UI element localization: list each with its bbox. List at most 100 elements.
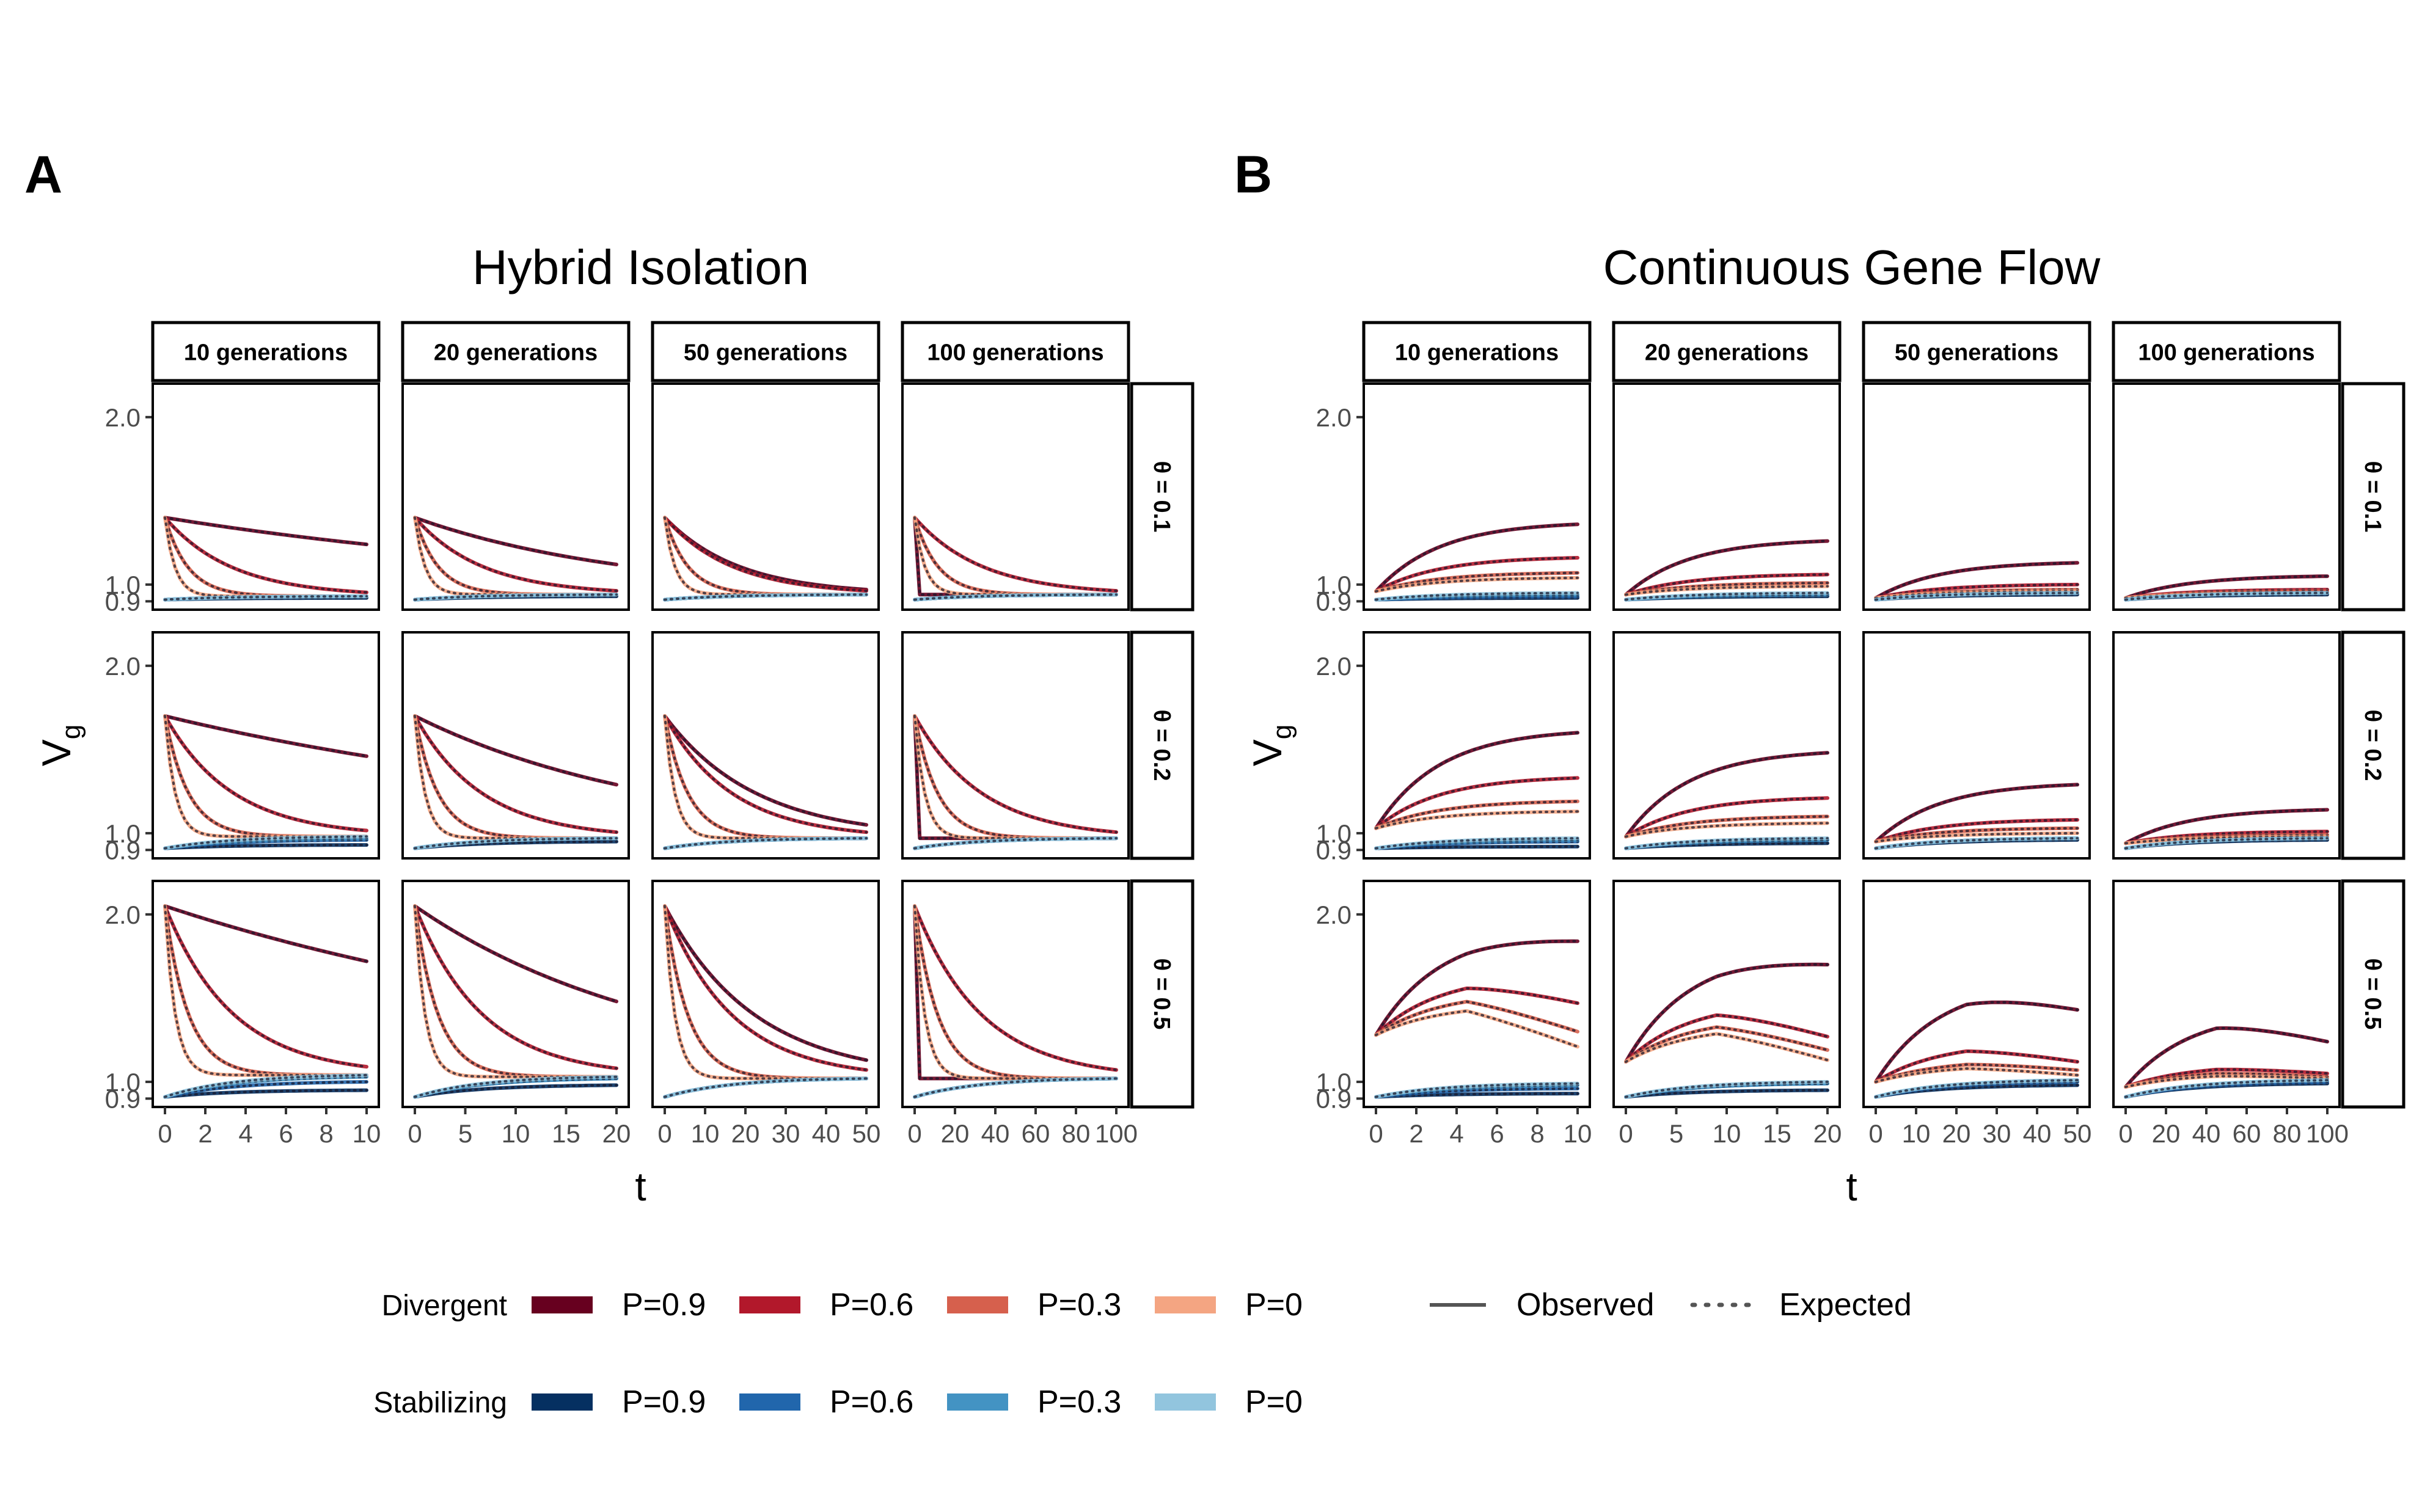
legend-swatch — [532, 1393, 593, 1411]
stabilizing-p0-line-observed — [2124, 591, 2329, 602]
stabilizing-p0-line-observed — [1624, 591, 1829, 602]
x-tick-label: 40 — [2192, 1119, 2221, 1148]
x-tick-label: 0 — [1619, 1119, 1633, 1148]
divergent-p03-line-observed — [1374, 571, 1579, 593]
legend-swatch — [1155, 1296, 1216, 1313]
stabilizing-p0-line-observed — [1374, 836, 1579, 850]
stabilizing-p0-line-observed — [1624, 1079, 1829, 1099]
divergent-p06-line-expected — [1875, 819, 2079, 843]
y-tick-label: 2.0 — [105, 403, 141, 432]
x-tick-label: 100 — [2306, 1119, 2349, 1148]
divergent-p0-line-expected — [664, 905, 868, 1080]
x-tick-label: 15 — [552, 1119, 580, 1148]
y-tick-label: 0.9 — [105, 836, 141, 864]
x-tick-label: 15 — [1763, 1119, 1791, 1148]
facet-strip-column — [1362, 321, 1592, 382]
legend-entry-label: P=0.6 — [830, 1384, 913, 1420]
divergent-p06-line-expected — [913, 715, 1118, 834]
y-tick-label: 1.0 — [105, 571, 141, 599]
divergent-p06-line-expected — [164, 905, 368, 1068]
stabilizing-p09-line-observed — [413, 1083, 618, 1099]
divergent-p06-line-observed — [413, 516, 618, 593]
divergent-p09-line-expected — [164, 715, 368, 758]
divergent-p09-line-expected — [1375, 940, 1579, 1037]
x-tick-label: 20 — [1813, 1119, 1842, 1148]
x-tick-label: 50 — [2063, 1119, 2092, 1148]
stabilizing-p0-line-observed — [663, 593, 868, 602]
facet-panel — [1612, 382, 1841, 611]
stabilizing-p0-line-observed — [1374, 591, 1579, 602]
stabilizing-p0-line-observed — [663, 836, 868, 850]
divergent-p06-line-expected — [1375, 557, 1579, 593]
facet-strip-column — [901, 321, 1130, 382]
divergent-p0-line-observed — [1624, 821, 1829, 839]
divergent-p06-line-expected — [1625, 797, 1829, 838]
legend-entry-label: P=0.9 — [622, 1287, 706, 1323]
divergent-p06-line-expected — [1625, 1013, 1829, 1063]
facet-panel — [901, 880, 1130, 1108]
divergent-p03-line-expected — [1375, 800, 1579, 830]
legend: Divergent P=0.9 P=0.6 P=0.3 P=0 Stabilizing P=… — [373, 1287, 1912, 1420]
divergent-p03-line-observed — [1624, 814, 1829, 839]
stabilizing-p0-line-observed — [1874, 591, 2079, 602]
x-tick-label: 2 — [198, 1119, 212, 1148]
divergent-p06-line-expected — [1375, 987, 1579, 1037]
x-tick-label: 10 — [1713, 1119, 1741, 1148]
divergent-p0-line-expected — [1625, 1032, 1829, 1063]
y-tick-label: 2.0 — [1316, 900, 1352, 929]
y-tick-label: 2.0 — [1316, 403, 1352, 432]
x-tick-label: 8 — [1530, 1119, 1544, 1148]
x-tick-label: 10 — [691, 1119, 720, 1148]
facet-panel — [1612, 631, 1841, 860]
divergent-p06-line-expected — [913, 905, 1118, 1072]
x-tick-label: 5 — [1669, 1119, 1683, 1148]
legend-group-title: Divergent — [382, 1290, 507, 1322]
facet-strip-row-label: θ = 0.2 — [2360, 710, 2385, 781]
facet-strip-column-label: 10 generations — [1395, 340, 1559, 366]
divergent-p03-line-expected — [164, 715, 368, 838]
divergent-p0-line-expected — [913, 905, 1118, 1080]
divergent-p0-line-expected — [1375, 1009, 1579, 1048]
divergent-p06-line-observed — [913, 516, 1118, 593]
panel-letter: B — [1234, 145, 1272, 204]
stabilizing-p0-line-observed — [913, 593, 1118, 602]
legend-swatch — [739, 1296, 800, 1313]
divergent-p06-line-observed — [663, 516, 868, 593]
y-tick-label: 0.9 — [1316, 836, 1352, 864]
facet-strip-row — [2341, 879, 2406, 1109]
x-tick-label: 4 — [1449, 1119, 1463, 1148]
facet-strip-column — [1862, 321, 2091, 382]
facet-strip-column — [401, 321, 631, 382]
y-tick-label: 1.0 — [105, 1068, 141, 1097]
stabilizing-p09-line-observed — [163, 1088, 368, 1099]
divergent-p09-line-expected — [1375, 523, 1579, 593]
divergent-p03-line-expected — [1375, 1000, 1579, 1037]
y-axis-title-subscript: g — [1267, 725, 1297, 739]
facet-panel — [651, 631, 880, 860]
x-tick-label: 40 — [812, 1119, 841, 1148]
divergent-p09-line-expected — [2124, 808, 2329, 845]
divergent-p06-line-observed — [163, 516, 368, 594]
x-tick-label: 6 — [1490, 1119, 1504, 1148]
facet-panel — [2112, 631, 2341, 860]
facet-strip-row — [1130, 879, 1195, 1109]
y-tick-label: 1.0 — [1316, 571, 1352, 599]
legend-entry-label: P=0.6 — [830, 1287, 913, 1323]
x-tick-label: 6 — [279, 1119, 293, 1148]
y-axis-title: Vg — [1245, 725, 1297, 767]
facet-strip-column — [2112, 321, 2341, 382]
facet-panel-frame — [651, 382, 880, 611]
facet-strip-column-label: 50 generations — [684, 340, 847, 366]
divergent-p0-line-observed — [1874, 831, 2079, 844]
facet-strip-row — [2341, 382, 2406, 612]
facet-panel-frame — [1612, 382, 1841, 611]
y-tick-label: 0.9 — [1316, 1084, 1352, 1113]
divergent-p09-line-observed — [163, 516, 368, 547]
facet-strip-row-label: θ = 0.1 — [2360, 461, 2385, 533]
y-tick-label: 2.0 — [105, 900, 141, 929]
divergent-p09-line-observed — [1374, 731, 1579, 830]
stabilizing-p0-line-observed — [1624, 836, 1829, 850]
facet-panel-frame — [152, 631, 380, 860]
